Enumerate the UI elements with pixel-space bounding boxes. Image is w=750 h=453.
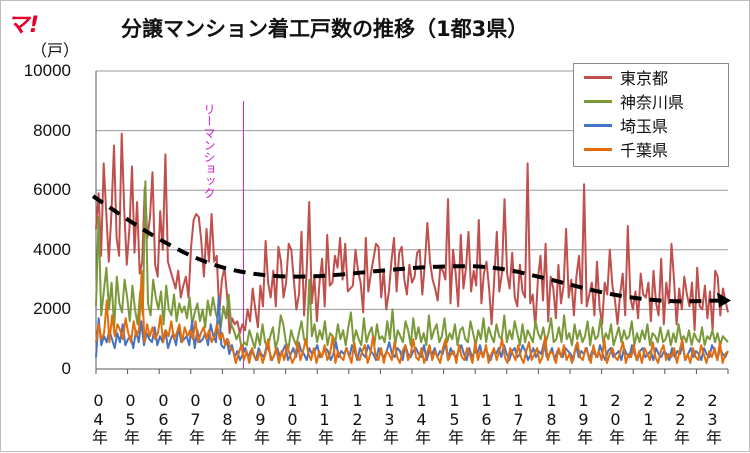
x-tick-label: 22年	[671, 391, 690, 445]
y-tick-label: 6000	[33, 180, 71, 199]
x-tick-label: 18年	[542, 391, 561, 445]
legend-swatch	[584, 75, 612, 79]
legend-label: 神奈川県	[620, 93, 685, 112]
y-tick-label: 0	[61, 359, 71, 378]
lehman-shock-annotation: リーマンショック	[202, 103, 216, 199]
x-tick-label: 13年	[380, 391, 399, 445]
y-tick-label: 2000	[33, 299, 71, 318]
x-tick-label: 17年	[509, 391, 528, 445]
legend-item-saitama: 埼玉県	[584, 114, 668, 136]
series-line-埼玉県	[95, 296, 729, 362]
legend-label: 埼玉県	[620, 117, 669, 136]
x-tick-label: 05年	[121, 391, 140, 445]
x-tick-label: 14年	[412, 391, 431, 445]
legend-label: 千葉県	[620, 141, 669, 160]
x-tick-label: 07年	[186, 391, 205, 445]
series-line-東京都	[95, 132, 729, 335]
legend-label: 東京都	[620, 69, 669, 88]
trend-line	[91, 194, 724, 304]
y-tick-label: 4000	[33, 240, 71, 259]
legend-item-chiba: 千葉県	[584, 138, 668, 160]
x-tick-label: 08年	[218, 391, 237, 445]
y-tick-label: 10000	[23, 61, 71, 80]
legend-item-tokyo: 東京都	[584, 66, 668, 88]
chart-legend: 東京都 神奈川県 埼玉県 千葉県	[573, 63, 729, 167]
series-line-神奈川県	[95, 180, 729, 350]
x-tick-label: 04年	[89, 391, 108, 445]
x-tick-label: 10年	[283, 391, 302, 445]
brand-logo: マ!	[7, 13, 40, 38]
chart-title: 分譲マンション着工戸数の推移（1都3県）	[121, 17, 529, 41]
x-tick-label: 20年	[606, 391, 625, 445]
x-tick-label: 11年	[315, 391, 334, 445]
x-tick-label: 09年	[251, 391, 270, 445]
trend-arrowhead	[717, 292, 731, 308]
x-tick-label: 21年	[639, 391, 658, 445]
series-line-千葉県	[95, 269, 729, 364]
x-tick-label: 16年	[477, 391, 496, 445]
x-tick-label: 23年	[703, 391, 722, 445]
y-tick-label: 8000	[33, 121, 71, 140]
x-tick-label: 19年	[574, 391, 593, 445]
legend-swatch	[584, 123, 612, 127]
x-tick-label: 15年	[445, 391, 464, 445]
legend-swatch	[584, 99, 612, 103]
x-tick-label: 12年	[348, 391, 367, 445]
legend-item-kanagawa: 神奈川県	[584, 90, 684, 112]
legend-swatch	[584, 147, 612, 151]
y-axis-unit: （戸）	[31, 41, 80, 60]
x-tick-label: 06年	[154, 391, 173, 445]
